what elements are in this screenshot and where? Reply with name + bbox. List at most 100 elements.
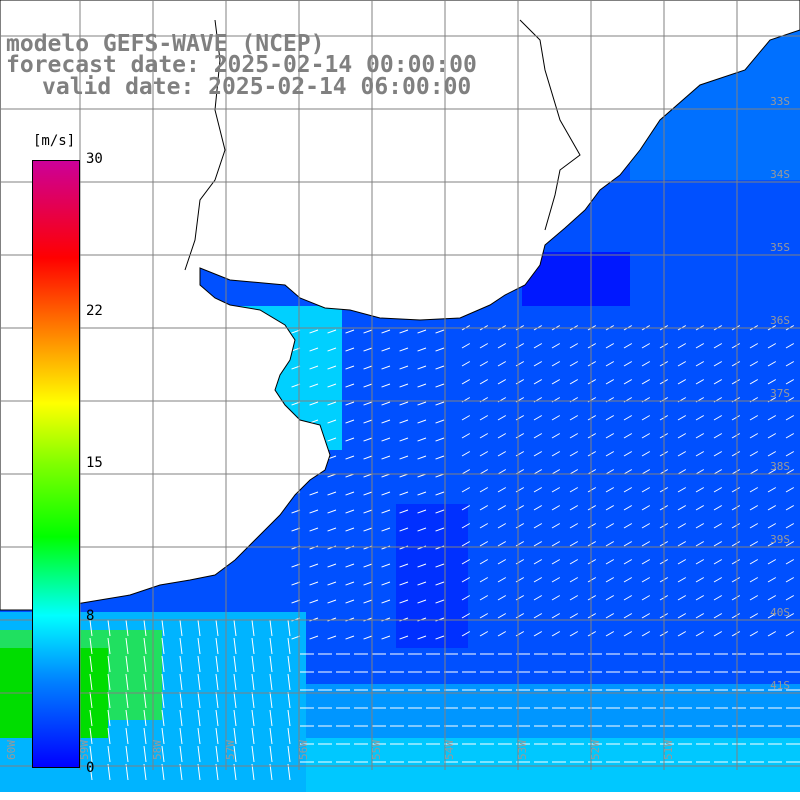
field-cell	[414, 720, 432, 738]
field-cell	[180, 594, 198, 612]
wind-arrow	[569, 613, 579, 619]
field-cell	[612, 702, 630, 720]
field-cell	[594, 432, 612, 450]
field-cell	[468, 522, 486, 540]
wind-arrow	[479, 379, 489, 385]
field-cell	[450, 558, 468, 576]
wind-arrow	[461, 469, 471, 475]
field-cell	[666, 576, 684, 594]
field-cell	[414, 396, 432, 414]
field-cell	[774, 648, 792, 666]
wind-arrow	[515, 523, 525, 529]
wind-arrow	[327, 635, 337, 640]
field-cell	[378, 630, 396, 648]
field-cell	[720, 450, 738, 468]
wind-arrow	[309, 365, 319, 370]
field-cell	[576, 648, 594, 666]
wind-arrow	[623, 433, 633, 439]
wind-arrow	[161, 637, 165, 655]
field-cell	[90, 630, 108, 648]
field-cell	[0, 756, 18, 774]
field-cell	[630, 216, 648, 234]
wind-arrow	[435, 635, 445, 640]
field-cell	[396, 378, 414, 396]
field-cell	[234, 612, 252, 630]
wind-arrow	[233, 727, 237, 745]
field-cell	[414, 522, 432, 540]
field-cell	[630, 432, 648, 450]
field-cell	[666, 702, 684, 720]
field-cell	[738, 774, 756, 792]
field-cell	[342, 324, 360, 342]
field-cell	[414, 666, 432, 684]
field-cell	[522, 450, 540, 468]
field-cell	[486, 324, 504, 342]
field-cell	[666, 162, 684, 180]
field-cell	[522, 540, 540, 558]
wind-arrow	[287, 745, 291, 763]
wind-arrow	[89, 709, 93, 727]
field-cell	[396, 504, 414, 522]
field-cell	[180, 738, 198, 756]
wind-arrow	[533, 505, 543, 511]
field-cell	[126, 594, 144, 612]
wind-arrow	[479, 433, 489, 439]
wind-arrow	[161, 619, 165, 637]
wind-arrow	[251, 691, 255, 709]
field-cell	[576, 234, 594, 252]
lat-label: 41S	[770, 679, 790, 692]
wind-arrow	[417, 401, 427, 406]
field-cell	[702, 144, 720, 162]
field-cell	[612, 252, 630, 270]
field-cell	[576, 558, 594, 576]
wind-arrow	[785, 433, 795, 439]
field-cell	[576, 738, 594, 756]
wind-arrow	[695, 559, 705, 565]
wind-arrow	[587, 559, 597, 565]
field-cell	[540, 630, 558, 648]
field-cell	[540, 576, 558, 594]
field-cell	[342, 504, 360, 522]
wind-arrow	[345, 455, 355, 460]
field-cell	[666, 216, 684, 234]
field-cell	[396, 360, 414, 378]
field-cell	[486, 738, 504, 756]
field-cell	[378, 432, 396, 450]
field-cell	[612, 666, 630, 684]
field-cell	[792, 522, 800, 540]
field-cell	[666, 648, 684, 666]
field-cell	[288, 648, 306, 666]
field-cell	[198, 270, 216, 288]
wind-arrow	[161, 763, 165, 781]
field-cell	[288, 360, 306, 378]
field-cell	[756, 414, 774, 432]
wind-arrow	[161, 655, 165, 673]
field-cell	[576, 414, 594, 432]
field-cell	[576, 450, 594, 468]
field-cell	[684, 216, 702, 234]
field-cell	[468, 576, 486, 594]
field-cell	[684, 666, 702, 684]
wind-arrow	[695, 595, 705, 601]
wind-arrow	[417, 563, 427, 568]
field-cell	[414, 594, 432, 612]
field-cell	[396, 666, 414, 684]
field-cell	[468, 324, 486, 342]
field-cell	[684, 180, 702, 198]
field-cell	[612, 558, 630, 576]
field-cell	[0, 702, 18, 720]
field-cell	[774, 486, 792, 504]
field-cell	[342, 378, 360, 396]
wind-arrow	[623, 451, 633, 457]
field-cell	[360, 648, 378, 666]
field-cell	[378, 666, 396, 684]
wind-arrow	[381, 491, 391, 496]
field-cell	[432, 414, 450, 432]
wind-arrow	[713, 613, 723, 619]
wind-arrow	[107, 745, 111, 763]
wind-arrow	[497, 433, 507, 439]
field-cell	[720, 720, 738, 738]
field-cell	[432, 774, 450, 792]
field-cell	[468, 612, 486, 630]
